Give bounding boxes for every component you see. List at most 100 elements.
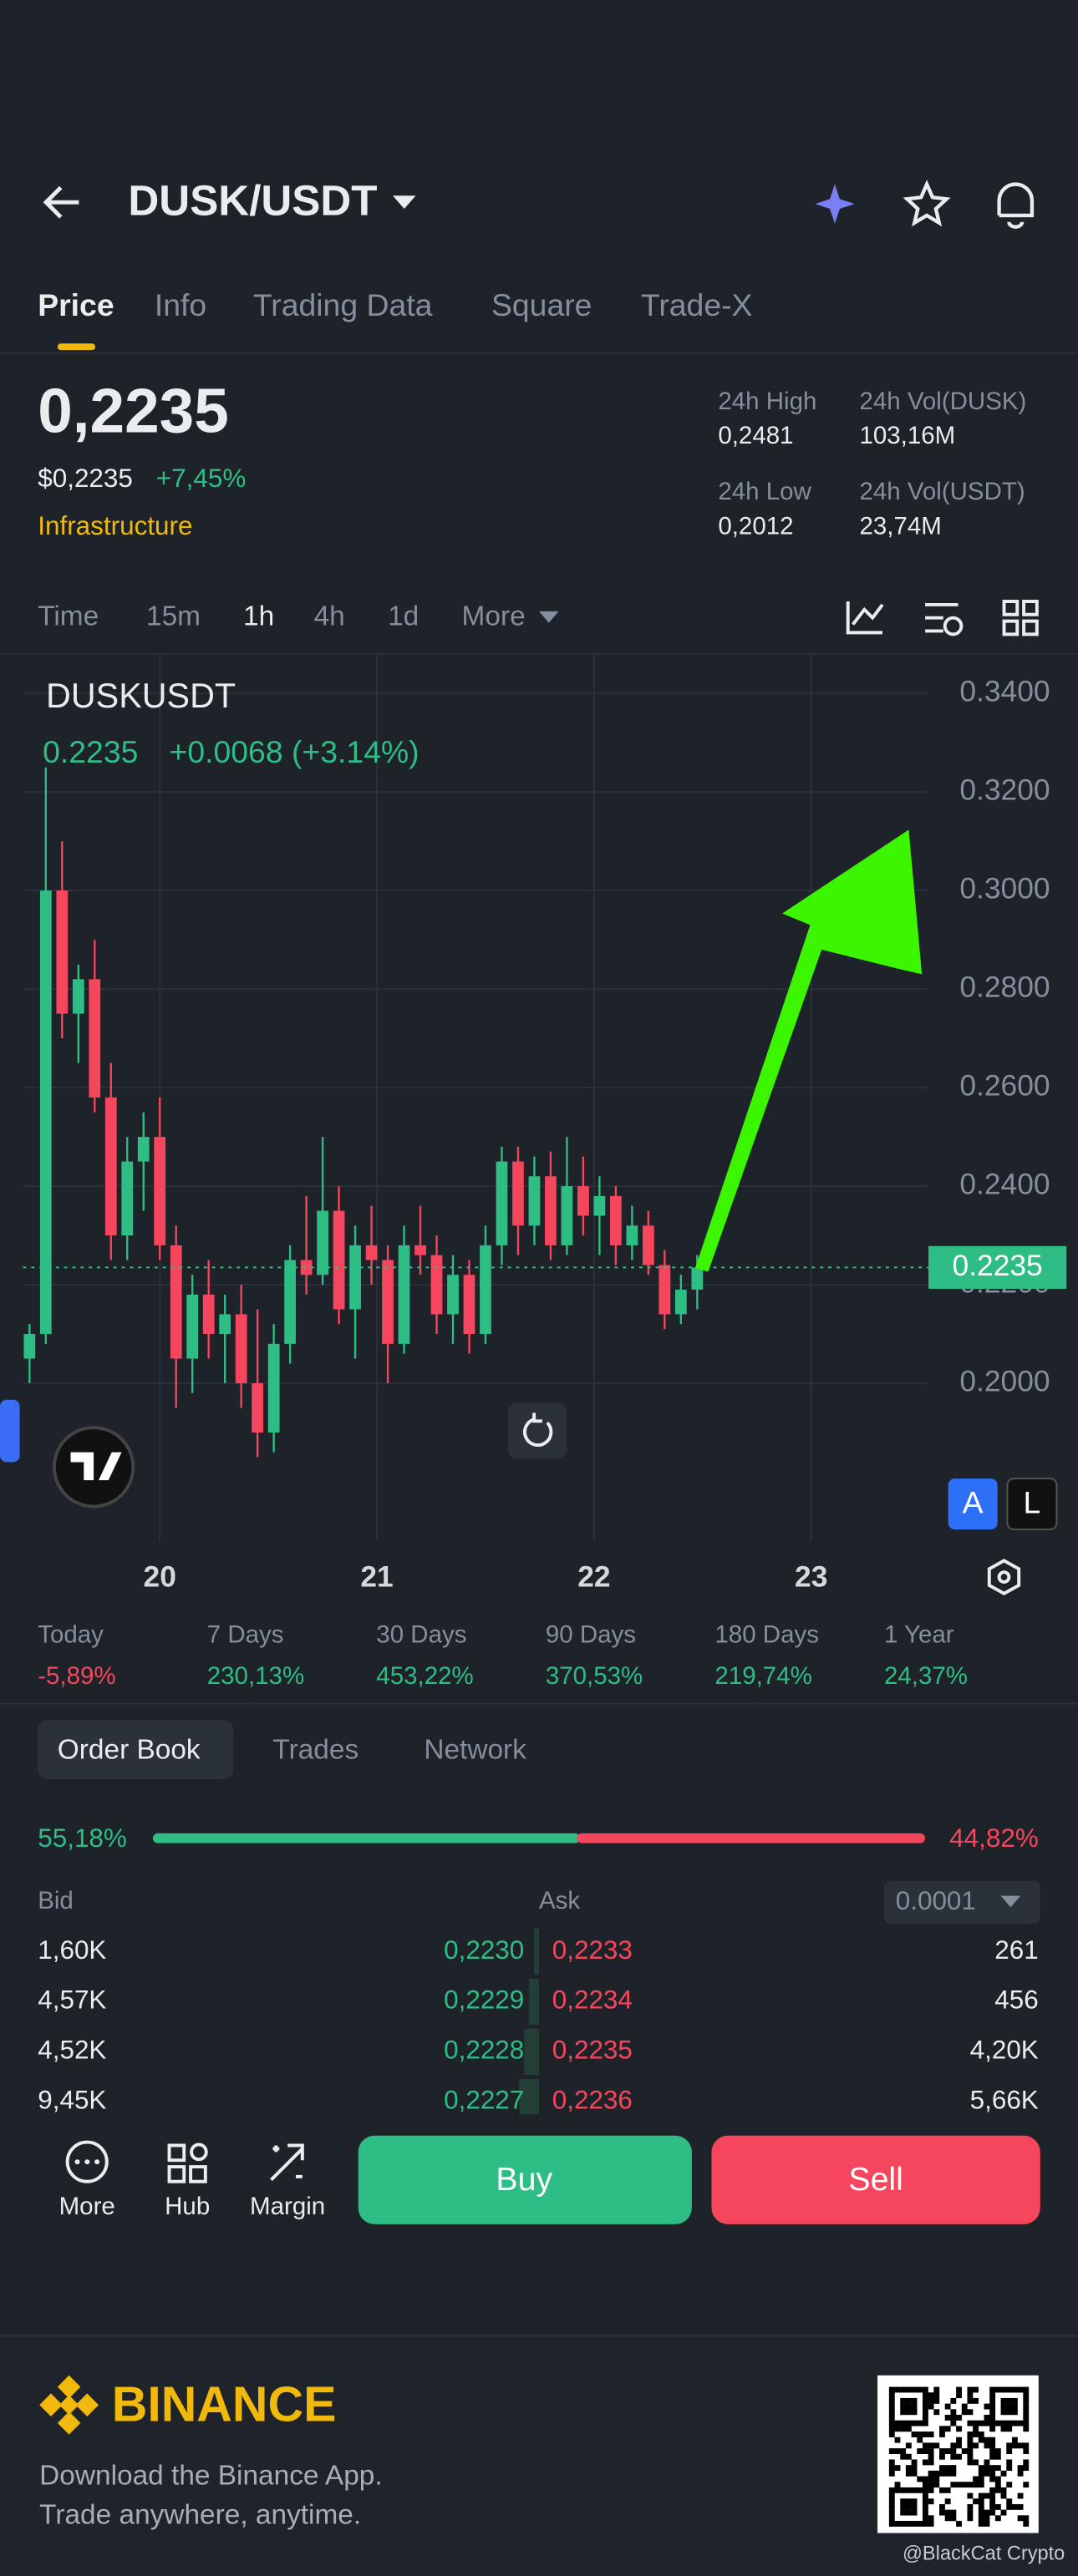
ask-qty: 456 <box>994 1985 1038 2015</box>
reset-button[interactable] <box>507 1402 567 1459</box>
qr-module <box>978 2431 984 2437</box>
qr-module <box>905 2442 912 2449</box>
qr-module <box>911 2521 918 2527</box>
qr-module <box>928 2453 934 2460</box>
chart-settings-icon[interactable] <box>987 1559 1021 1596</box>
qr-module <box>894 2420 901 2426</box>
ai-icon[interactable] <box>815 184 855 224</box>
qr-module <box>922 2386 928 2393</box>
hub-icon[interactable] <box>167 2143 207 2183</box>
qr-module <box>894 2437 901 2443</box>
nav-label[interactable]: Hub <box>165 2193 210 2220</box>
tab[interactable]: Trade-X <box>641 287 753 322</box>
ob-tab[interactable]: Trades <box>272 1734 358 1765</box>
alert-icon[interactable] <box>997 182 1035 229</box>
tab[interactable]: Trading Data <box>253 287 433 322</box>
candle-body <box>512 1161 524 1226</box>
nav-label[interactable]: More <box>59 2193 115 2220</box>
qr-module <box>950 2409 957 2416</box>
qr-module <box>905 2521 912 2527</box>
layout-icon[interactable] <box>1002 600 1039 636</box>
period-value: 230,13% <box>207 1662 304 1690</box>
interval[interactable]: More <box>462 601 526 632</box>
qr-module <box>900 2453 907 2460</box>
sell-label[interactable]: Sell <box>848 2161 903 2198</box>
stat-label: 24h Low <box>718 478 811 505</box>
pair-title[interactable]: DUSK/USDT <box>128 177 377 225</box>
more-icon[interactable] <box>65 2140 109 2183</box>
interval[interactable]: 1d <box>388 601 419 632</box>
y-tick-label: 0.3400 <box>959 675 1050 707</box>
candle-body <box>284 1260 297 1344</box>
qr-module <box>967 2437 974 2443</box>
ob-tab[interactable]: Order Book <box>58 1734 201 1765</box>
qr-module <box>928 2442 934 2449</box>
qr-module <box>956 2437 962 2443</box>
qr-module <box>967 2515 974 2522</box>
qr-module <box>944 2414 951 2421</box>
y-tick-label: 0.2000 <box>959 1365 1050 1397</box>
auto-scale-button[interactable] <box>948 1478 998 1530</box>
precision[interactable]: 0.0001 <box>896 1886 976 1915</box>
settings-icon[interactable] <box>925 602 959 633</box>
qr-module <box>1017 2470 1024 2477</box>
candle-body <box>349 1245 361 1310</box>
tab[interactable]: Square <box>491 287 592 322</box>
qr-module <box>888 2509 895 2516</box>
buy-button[interactable] <box>358 2135 692 2224</box>
qr-module <box>956 2414 962 2421</box>
qr-module <box>905 2470 912 2477</box>
log-scale-button[interactable] <box>1006 1478 1058 1531</box>
qr-module <box>1023 2409 1030 2416</box>
chart-button[interactable]: A <box>963 1484 984 1519</box>
candle-body <box>202 1294 215 1335</box>
qr-module <box>1017 2420 1024 2426</box>
indicator-icon[interactable] <box>846 601 884 635</box>
buy-label[interactable]: Buy <box>496 2161 552 2198</box>
qr-module <box>894 2521 901 2527</box>
precision-select[interactable] <box>883 1880 1040 1924</box>
depth-shade <box>534 1928 539 1975</box>
side-tab[interactable] <box>0 1399 20 1463</box>
last-price-tag <box>928 1245 1067 1289</box>
back-button[interactable] <box>43 185 79 219</box>
interval[interactable]: 4h <box>314 601 345 632</box>
bid-price: 0,2230 <box>444 1935 524 1965</box>
y-tick-label: 0.2600 <box>959 1069 1050 1102</box>
chart-button[interactable]: L <box>1024 1484 1041 1519</box>
candle-body <box>56 890 69 1014</box>
nav-label[interactable]: Margin <box>250 2193 325 2220</box>
more-dropdown[interactable] <box>539 611 559 623</box>
sell-button[interactable] <box>711 2135 1040 2224</box>
qr-module <box>956 2521 962 2527</box>
qr-module <box>989 2448 996 2454</box>
qr-module <box>888 2420 895 2426</box>
qr-module <box>905 2453 912 2460</box>
last-price-label: 0.2235 <box>953 1250 1043 1282</box>
interval[interactable]: Time <box>38 601 99 632</box>
tab[interactable]: Price <box>38 287 114 322</box>
qr-module <box>994 2515 1001 2522</box>
interval[interactable]: 15m <box>146 601 201 632</box>
qr-module <box>911 2487 918 2493</box>
qr-module <box>1023 2397 1030 2404</box>
qr-module <box>984 2442 990 2449</box>
pair-dropdown[interactable] <box>392 195 416 210</box>
qr-module <box>922 2392 928 2399</box>
qr-module <box>967 2442 974 2449</box>
qr-module <box>1023 2515 1030 2522</box>
interval[interactable]: 1h <box>243 601 274 632</box>
qr-module <box>911 2470 918 2477</box>
tab[interactable]: Info <box>155 287 206 322</box>
favorite-icon[interactable] <box>903 180 951 227</box>
qr-module <box>1000 2386 1007 2393</box>
qr-module <box>922 2476 928 2482</box>
qr-module <box>961 2403 968 2410</box>
qr-module <box>973 2426 979 2432</box>
ob-tab[interactable]: Network <box>424 1734 526 1765</box>
margin-icon[interactable] <box>270 2143 304 2182</box>
candle-body <box>674 1289 687 1315</box>
candle-body <box>463 1275 475 1335</box>
sector-tag[interactable]: Infrastructure <box>38 511 192 540</box>
ask-price: 0,2235 <box>552 2036 633 2065</box>
